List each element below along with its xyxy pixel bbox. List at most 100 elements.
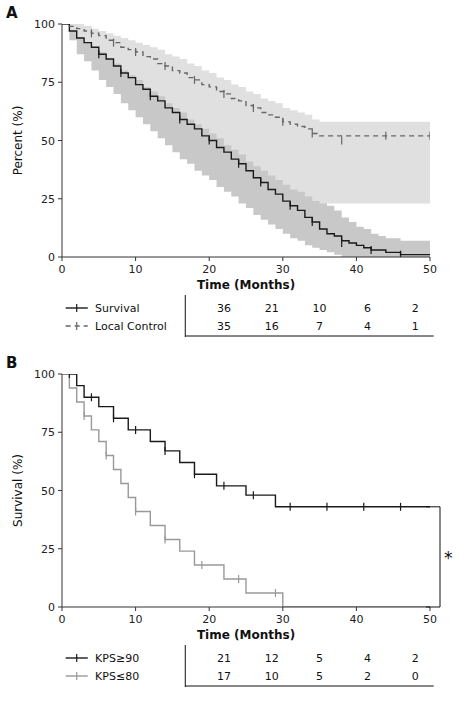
censor-tick [341,137,342,145]
y-tick [58,432,62,433]
censor-tick [135,48,136,56]
significance-bracket [426,507,440,607]
censor-tick [164,447,165,455]
at-risk-count: 2 [412,652,419,665]
x-tick [62,257,63,261]
censor-tick [385,132,386,140]
panel: 025507510001020304050Time (Months)Surviv… [6,354,453,687]
x-tick [282,607,283,611]
figure: 025507510001020304050Time (Months)Percen… [0,0,474,703]
legend-censor-tick [76,654,77,662]
x-tick-label: 20 [202,263,216,276]
y-tick [58,374,62,375]
censor-tick [312,130,313,138]
censor-tick [290,503,291,511]
at-risk-count: 7 [316,320,323,333]
censor-tick [400,251,401,257]
table-divider [185,645,186,687]
legend-label: Local Control [95,320,167,333]
censor-tick [326,503,327,511]
panel: 025507510001020304050Time (Months)Percen… [6,4,437,337]
at-risk-count: 12 [265,652,279,665]
plot-area [62,24,430,257]
x-tick [430,257,431,261]
x-tick-label: 10 [129,613,143,626]
y-axis-label: Survival (%) [11,454,25,527]
legend-censor-tick [76,304,77,312]
censor-tick [371,246,372,254]
at-risk-count: 21 [217,652,231,665]
x-tick [282,257,283,261]
at-risk-count: 2 [364,670,371,683]
panel-label: B [6,354,17,372]
step-line [62,374,430,507]
censor-tick [106,452,107,460]
censor-tick [120,69,121,77]
legend-label: KPS≥90 [95,652,139,665]
x-tick [430,607,431,611]
y-tick-label: 25 [41,543,55,556]
at-risk-count: 36 [217,302,231,315]
censor-tick [135,426,136,434]
censor-tick [91,29,92,37]
x-tick [356,257,357,261]
censor-tick [164,535,165,543]
table-border [185,336,433,337]
at-risk-count: 16 [265,320,279,333]
step-line [62,24,430,136]
at-risk-count: 2 [412,302,419,315]
y-tick-label: 50 [41,485,55,498]
plot-area [62,374,430,607]
x-tick-label: 0 [59,263,66,276]
at-risk-count: 17 [217,670,231,683]
at-risk-count: 10 [265,670,279,683]
y-tick [58,548,62,549]
step-line [62,374,430,607]
legend-censor-tick [76,672,77,680]
y-tick-label: 100 [34,368,55,381]
step-line [62,24,430,255]
panel-label: A [6,4,18,22]
censor-tick [98,50,99,58]
x-tick [209,257,210,261]
censor-tick [164,62,165,70]
x-tick-label: 30 [276,613,290,626]
censor-tick [400,503,401,511]
x-axis-label: Time (Months) [197,628,295,642]
y-tick [58,198,62,199]
censor-tick [69,374,70,378]
censor-tick [275,589,276,597]
x-tick [62,607,63,611]
censor-tick [429,132,430,140]
censor-tick [179,116,180,124]
x-axis-line [62,257,430,258]
at-risk-count: 6 [364,302,371,315]
background [0,0,474,703]
censor-tick [113,414,114,422]
y-tick [58,257,62,258]
y-tick-label: 75 [41,76,55,89]
censor-tick [113,39,114,47]
at-risk-count: 1 [412,320,419,333]
censor-tick [238,160,239,168]
x-axis-line [62,607,430,608]
table-divider [185,295,186,337]
censor-tick [290,202,291,210]
x-tick-label: 40 [349,613,363,626]
x-tick [356,607,357,611]
censor-tick [209,137,210,145]
censor-tick [91,393,92,401]
x-tick [135,607,136,611]
at-risk-table: KPS≥902112542KPS≤801710520 [66,645,434,687]
at-risk-table: Survival36211062Local Control3516741 [66,295,434,337]
x-tick-label: 40 [349,263,363,276]
x-tick [209,607,210,611]
y-tick-label: 50 [41,135,55,148]
censor-tick [83,412,84,420]
censor-tick [253,491,254,499]
y-tick-label: 25 [41,193,55,206]
y-tick [58,82,62,83]
at-risk-count: 5 [316,652,323,665]
x-axis-label: Time (Months) [197,278,295,292]
legend-label: KPS≤80 [95,670,139,683]
